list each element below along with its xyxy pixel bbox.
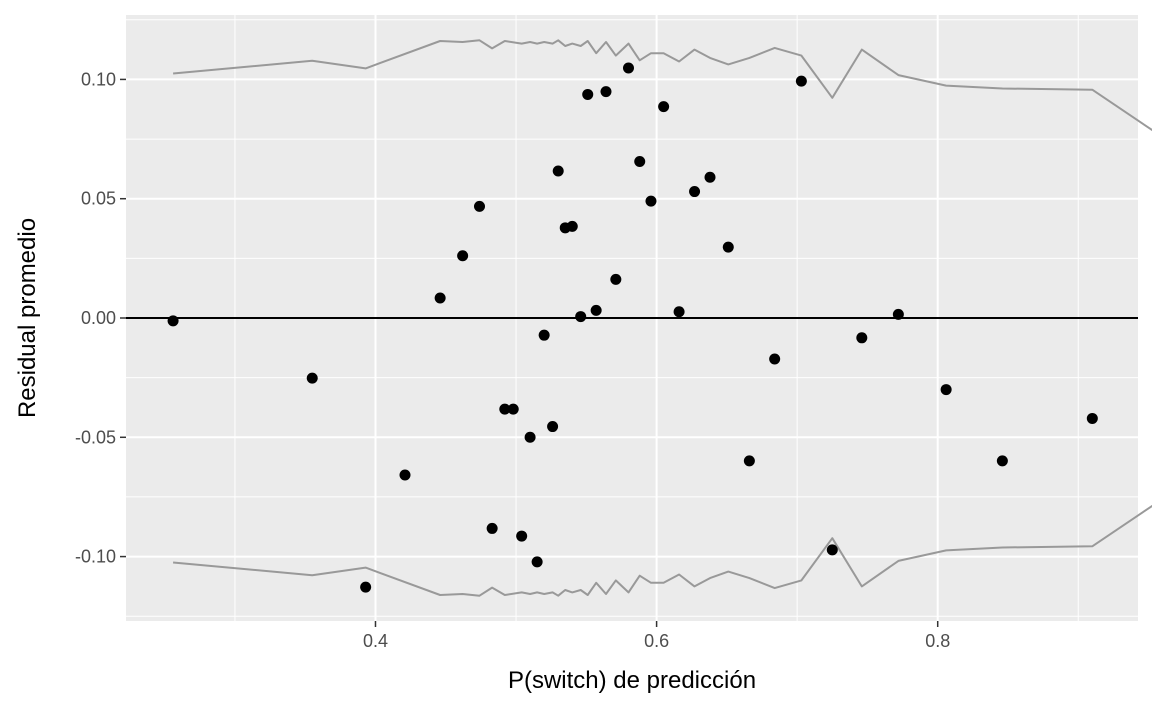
- x-axis-ticks: [374, 621, 939, 627]
- data-point: [722, 241, 734, 253]
- data-point: [399, 469, 411, 481]
- data-point: [610, 273, 622, 285]
- data-point: [552, 165, 564, 177]
- band-upper-line: [173, 39, 1152, 132]
- data-point: [547, 421, 559, 433]
- data-point: [499, 403, 511, 415]
- data-point: [360, 581, 372, 593]
- data-point: [826, 544, 838, 556]
- data-point: [996, 455, 1008, 467]
- data-point: [516, 530, 528, 542]
- data-point: [795, 75, 807, 87]
- data-point: [689, 186, 701, 198]
- y-axis-ticks: [120, 78, 126, 558]
- data-point: [645, 195, 657, 207]
- y-axis-tick-labels: -0.10 -0.05 0.00 0.05 0.10: [75, 69, 116, 566]
- data-point: [600, 86, 612, 98]
- y-axis-title: Residual promedio: [14, 218, 41, 418]
- data-point: [658, 101, 670, 113]
- y-tick-label: 0.05: [81, 189, 116, 209]
- x-tick-label: 0.6: [644, 631, 669, 651]
- data-point: [507, 403, 519, 415]
- data-point: [673, 306, 685, 318]
- x-tick-label: 0.8: [925, 631, 950, 651]
- data-points: [167, 62, 1098, 593]
- data-point: [538, 329, 550, 341]
- band-lower-line: [173, 504, 1152, 597]
- y-tick-label: -0.05: [75, 427, 116, 447]
- data-point: [769, 353, 781, 365]
- data-point: [167, 315, 179, 327]
- data-point: [940, 384, 952, 396]
- data-point: [590, 304, 602, 316]
- data-point: [634, 155, 646, 167]
- data-point: [622, 62, 634, 74]
- data-point: [892, 308, 904, 320]
- data-point: [531, 556, 543, 568]
- y-tick-label: -0.10: [75, 547, 116, 567]
- data-point: [457, 250, 469, 262]
- x-axis-title: P(switch) de predicción: [508, 667, 756, 694]
- x-axis-tick-labels: 0.4 0.6 0.8: [363, 631, 950, 651]
- data-point: [486, 522, 498, 534]
- x-tick-label: 0.4: [363, 631, 388, 651]
- y-tick-label: 0.10: [81, 69, 116, 89]
- data-point: [704, 171, 716, 183]
- data-point: [1086, 412, 1098, 424]
- data-point: [743, 455, 755, 467]
- y-tick-label: 0.00: [81, 308, 116, 328]
- data-point: [473, 200, 485, 212]
- data-point: [582, 88, 594, 100]
- data-point: [434, 292, 446, 304]
- data-point: [566, 220, 578, 232]
- data-point: [524, 431, 536, 443]
- data-point: [856, 332, 868, 344]
- data-point: [306, 372, 318, 384]
- data-point: [575, 311, 587, 323]
